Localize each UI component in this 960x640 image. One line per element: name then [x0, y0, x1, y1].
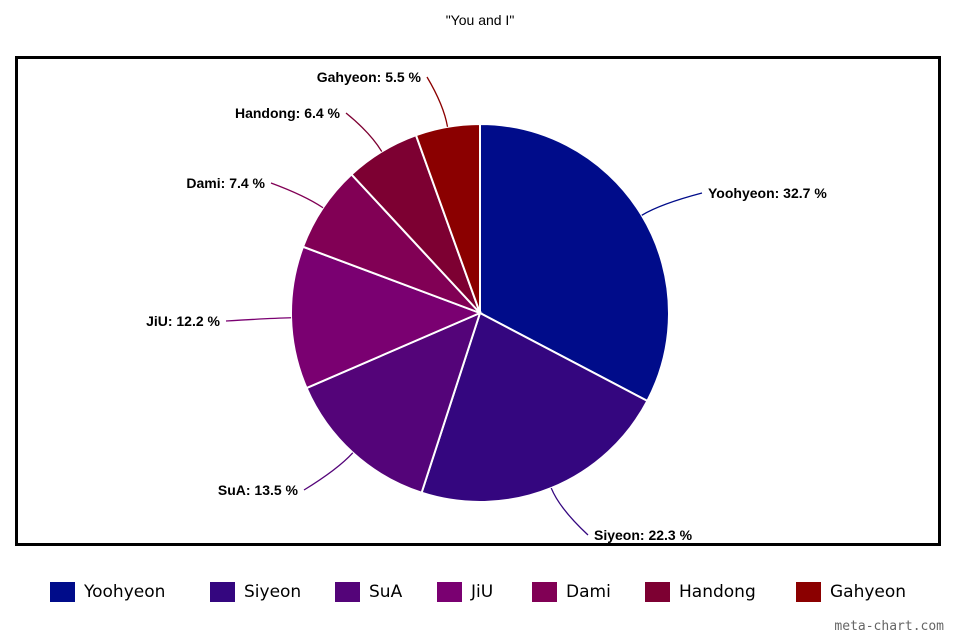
legend-label: Handong — [679, 582, 756, 602]
legend-item-gahyeon: Gahyeon — [796, 578, 906, 606]
leader-line-siyeon — [550, 487, 589, 536]
leader-lines — [225, 76, 703, 536]
leader-line-jiu — [225, 317, 292, 322]
legend-item-dami: Dami — [532, 578, 611, 606]
slice-label-siyeon: Siyeon: 22.3 % — [594, 527, 693, 543]
leader-line-gahyeon — [426, 76, 449, 127]
pie-slice-gahyeon — [414, 122, 481, 314]
legend-swatch — [50, 582, 75, 602]
legend-swatch — [437, 582, 462, 602]
legend-swatch — [645, 582, 670, 602]
legend-label: Gahyeon — [830, 582, 907, 602]
plot-area — [15, 56, 941, 546]
legend-item-handong: Handong — [645, 578, 756, 606]
slice-label-jiu: JiU: 12.2 % — [146, 313, 220, 329]
legend-item-jiu: JiU — [437, 578, 493, 606]
slice-label-handong: Handong: 6.4 % — [235, 105, 341, 121]
pie-slices — [290, 122, 671, 503]
slice-label-yoohyeon: Yoohyeon: 32.7 % — [708, 185, 827, 201]
pie-slice-jiu — [290, 245, 483, 390]
leader-line-handong — [345, 112, 383, 152]
legend-swatch — [532, 582, 557, 602]
slice-label-dami: Dami: 7.4 % — [186, 175, 265, 191]
legend-item-siyeon: Siyeon — [210, 578, 301, 606]
slice-labels: Yoohyeon: 32.7 % Siyeon: 22.3 % SuA: 13.5 … — [146, 69, 827, 543]
watermark: meta-chart.com — [834, 619, 944, 634]
leader-line-sua — [303, 452, 354, 491]
leader-line-dami — [270, 182, 324, 209]
slice-label-sua: SuA: 13.5 % — [218, 482, 299, 498]
legend-swatch — [335, 582, 360, 602]
legend-swatch — [210, 582, 235, 602]
chart-title: "You and I" — [445, 12, 515, 28]
legend-label: JiU — [471, 582, 494, 602]
leader-line-yoohyeon — [641, 192, 703, 216]
legend-label: SuA — [369, 582, 403, 602]
legend-swatch — [796, 582, 821, 602]
legend-item-yoohyeon: Yoohyeon — [50, 578, 165, 606]
slice-label-gahyeon: Gahyeon: 5.5 % — [317, 69, 422, 85]
legend-label: Dami — [566, 582, 611, 602]
legend-item-sua: SuA — [335, 578, 402, 606]
legend-label: Siyeon — [244, 582, 302, 602]
legend-label: Yoohyeon — [84, 582, 166, 602]
legend: Yoohyeon Siyeon SuA JiU Dami Handong Gahyeon — [0, 578, 960, 608]
